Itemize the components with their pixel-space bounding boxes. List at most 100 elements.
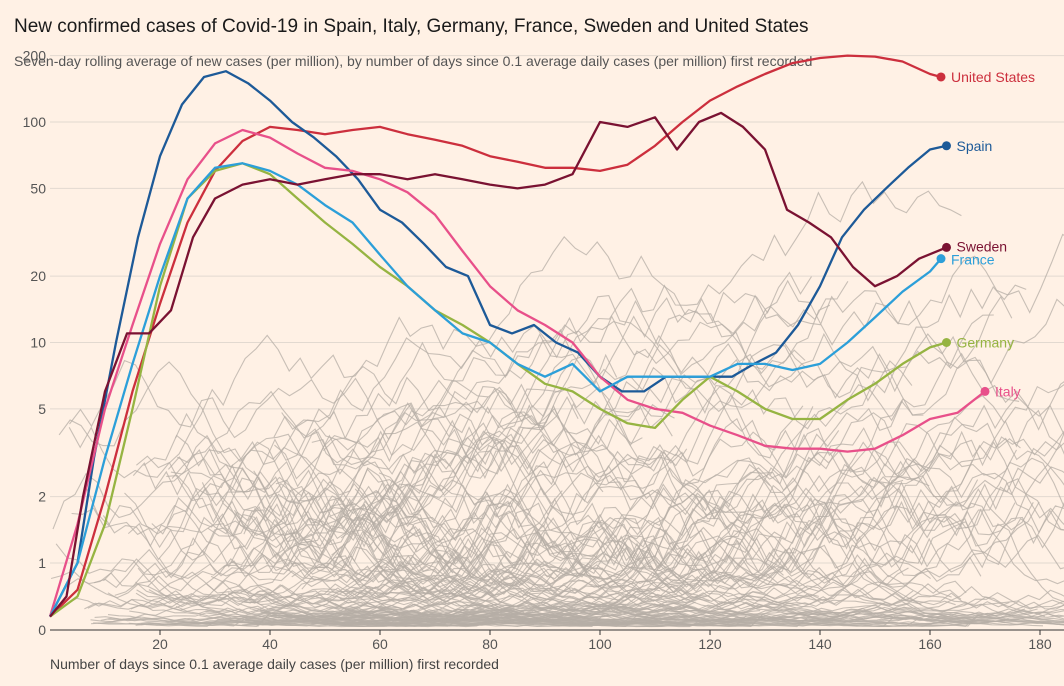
chart-title: New confirmed cases of Covid-19 in Spain… xyxy=(14,16,809,37)
x-tick-180: 180 xyxy=(1028,636,1052,652)
background-line xyxy=(289,526,1064,623)
background-line xyxy=(317,481,1064,577)
background-line xyxy=(308,577,761,615)
background-line xyxy=(177,400,673,543)
background-line xyxy=(52,411,604,530)
background-line xyxy=(275,281,849,519)
background-line xyxy=(326,487,1064,603)
y-tick-2: 2 xyxy=(38,489,46,505)
series-label-germany: Germany xyxy=(957,335,1015,351)
background-line xyxy=(151,509,703,601)
background-line xyxy=(339,406,814,600)
background-line xyxy=(136,350,1064,604)
background-line xyxy=(165,617,738,628)
series-line-spain xyxy=(48,70,947,618)
background-line xyxy=(114,385,1064,605)
background-line xyxy=(135,581,983,627)
background-line xyxy=(94,516,667,590)
background-line xyxy=(147,427,688,593)
series-label-sweden: Sweden xyxy=(957,238,1008,254)
background-line xyxy=(90,612,509,625)
y-tick-200: 200 xyxy=(23,48,47,64)
background-line xyxy=(260,572,844,618)
x-axis-ticks: 20 40 60 80 100 120 140 160 180 xyxy=(152,630,1052,652)
background-line xyxy=(296,488,1034,617)
background-line xyxy=(84,443,503,610)
background-line xyxy=(71,426,546,573)
x-tick-160: 160 xyxy=(918,636,942,652)
series-end-dot-spain xyxy=(942,141,951,151)
background-line xyxy=(69,359,675,456)
y-axis-ticks: 0 1 2 5 10 20 50 100 200 xyxy=(23,48,47,638)
background-line xyxy=(281,233,1064,457)
series-line-sweden xyxy=(49,111,947,618)
series-end-dot-germany xyxy=(942,338,951,347)
series-end-dot-italy xyxy=(980,386,990,396)
background-line xyxy=(100,555,454,621)
background-line xyxy=(147,304,831,611)
series-end-dot-sweden xyxy=(942,242,951,252)
y-tick-0: 0 xyxy=(38,622,46,638)
highlighted-series xyxy=(48,54,986,618)
series-end-labels: United States Spain Italy Germany FranceSwed… xyxy=(936,69,1035,399)
series-line-france xyxy=(48,162,942,618)
series-label-spain: Spain xyxy=(957,138,993,154)
background-line xyxy=(201,478,1064,600)
y-tick-20: 20 xyxy=(30,268,46,284)
y-tick-10: 10 xyxy=(30,335,46,351)
series-end-dot-united-states xyxy=(936,72,946,82)
series-label-france: France xyxy=(951,252,995,268)
background-line xyxy=(66,433,959,587)
background-line xyxy=(378,459,973,598)
x-tick-60: 60 xyxy=(372,636,388,652)
background-line xyxy=(137,395,579,583)
background-line xyxy=(166,496,784,601)
series-label-italy: Italy xyxy=(995,383,1021,399)
background-line xyxy=(323,341,1064,471)
background-line xyxy=(253,333,618,514)
y-tick-5: 5 xyxy=(38,401,46,417)
background-line xyxy=(68,236,1027,479)
background-line xyxy=(158,489,1040,601)
background-line xyxy=(354,483,796,571)
chart-subtitle: Seven-day rolling average of new cases (… xyxy=(14,53,813,69)
x-tick-80: 80 xyxy=(482,636,498,652)
x-tick-40: 40 xyxy=(262,636,278,652)
y-tick-100: 100 xyxy=(23,114,47,130)
background-line xyxy=(206,271,812,594)
series-line-united-states xyxy=(49,54,942,618)
x-tick-100: 100 xyxy=(588,636,612,652)
x-tick-120: 120 xyxy=(698,636,722,652)
x-axis-label: Number of days since 0.1 average daily c… xyxy=(50,656,499,672)
background-line xyxy=(102,407,643,561)
y-tick-1: 1 xyxy=(38,555,46,571)
background-line xyxy=(124,406,1064,550)
background-line xyxy=(243,462,982,607)
background-line xyxy=(55,455,904,579)
background-line xyxy=(174,329,572,468)
background-line xyxy=(210,433,806,594)
background-line xyxy=(166,444,563,561)
background-line xyxy=(207,509,1064,620)
y-tick-50: 50 xyxy=(30,180,46,196)
background-line xyxy=(378,441,930,589)
series-end-dot-france xyxy=(936,254,946,264)
series-label-united-states: United States xyxy=(951,69,1035,85)
background-line xyxy=(136,180,962,502)
x-tick-140: 140 xyxy=(808,636,832,652)
background-line xyxy=(349,457,1064,614)
background-line xyxy=(371,502,967,612)
background-line xyxy=(170,457,655,618)
background-country-lines xyxy=(50,180,1064,628)
background-line xyxy=(249,444,1010,609)
background-line xyxy=(86,487,956,606)
background-line xyxy=(311,295,994,470)
background-line xyxy=(50,570,525,614)
background-line xyxy=(379,466,1064,596)
background-line xyxy=(290,555,1064,626)
background-line xyxy=(265,342,806,567)
background-line xyxy=(316,595,1064,627)
background-line xyxy=(87,295,1013,609)
background-line xyxy=(365,610,1064,628)
